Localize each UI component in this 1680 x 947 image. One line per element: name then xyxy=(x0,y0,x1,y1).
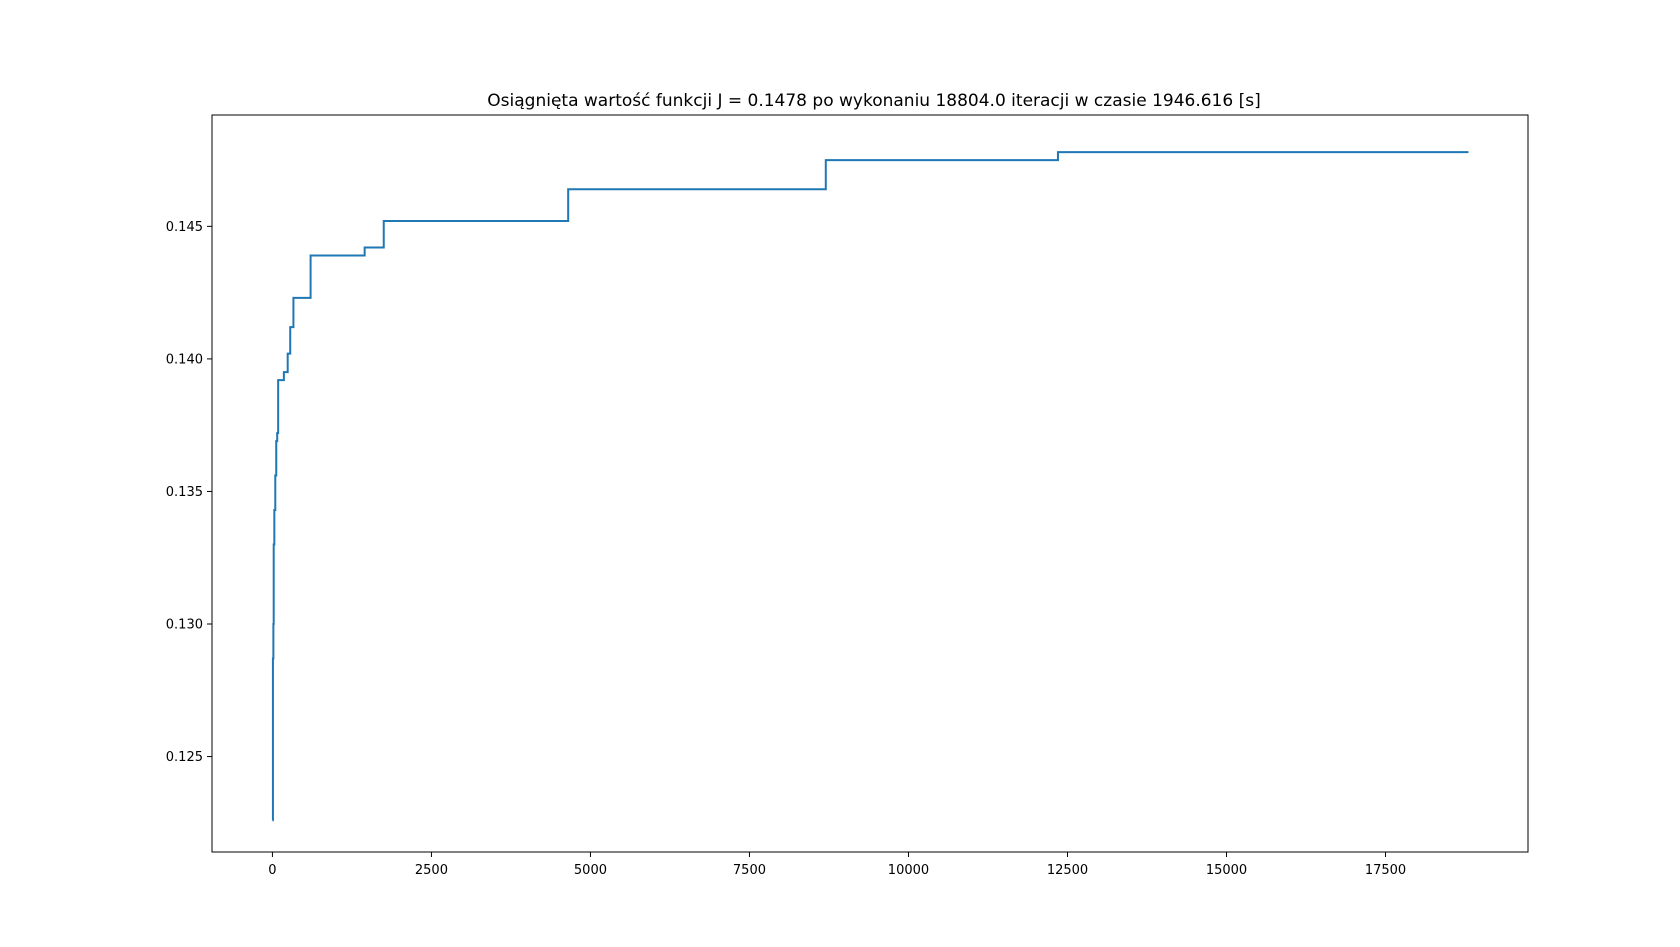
x-tick-label: 15000 xyxy=(1206,863,1247,878)
y-tick-label: 0.130 xyxy=(166,618,203,633)
x-tick-label: 2500 xyxy=(415,863,448,878)
chart-title: Osiągnięta wartość funkcji J = 0.1478 po… xyxy=(487,91,1260,111)
y-tick-label: 0.145 xyxy=(166,220,203,235)
x-tick-label: 12500 xyxy=(1047,863,1088,878)
y-tick-label: 0.135 xyxy=(166,485,203,500)
x-tick-label: 17500 xyxy=(1365,863,1406,878)
y-axis: 0.125 0.130 0.135 0.140 0.145 xyxy=(166,220,212,765)
x-tick-label: 7500 xyxy=(733,863,766,878)
series-line-0 xyxy=(271,151,1469,822)
x-tick-label: 0 xyxy=(268,863,276,878)
y-tick-label: 0.125 xyxy=(166,750,203,765)
y-tick-label: 0.140 xyxy=(166,352,203,367)
x-tick-label: 5000 xyxy=(574,863,607,878)
plot-area xyxy=(271,151,1469,822)
x-axis: 0 2500 5000 7500 10000 12500 15000 17500 xyxy=(268,852,1406,878)
x-tick-label: 10000 xyxy=(888,863,929,878)
axes-frame xyxy=(211,114,1529,853)
